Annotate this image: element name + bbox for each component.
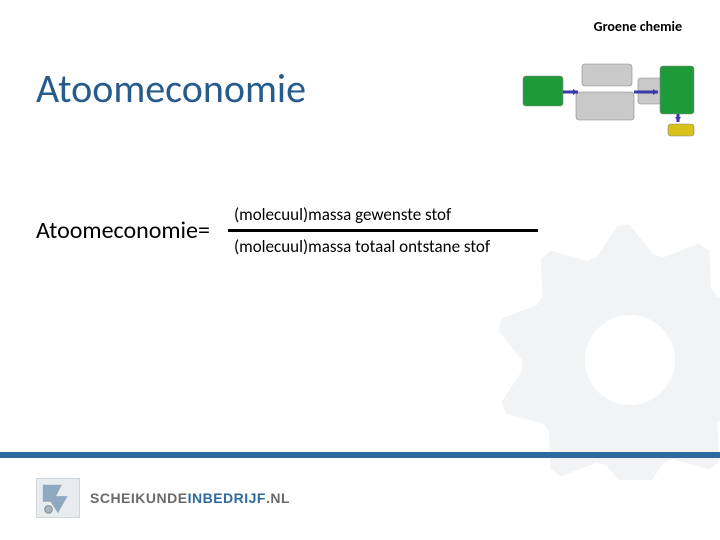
formula: Atoomeconomie= (molecuul)massa gewenste … bbox=[36, 200, 538, 261]
concept-diagram-thumbnail bbox=[518, 62, 696, 140]
slide-title: Atoomeconomie bbox=[36, 64, 306, 113]
fraction: (molecuul)massa gewenste stof (molecuul)… bbox=[228, 200, 538, 261]
header-label: Groene chemie bbox=[594, 18, 682, 35]
fraction-numerator: (molecuul)massa gewenste stof bbox=[228, 200, 457, 229]
logo-text-part-a: SCHEIKUNDE bbox=[90, 490, 188, 506]
gear-shape bbox=[498, 225, 720, 480]
slide: Groene chemie Atoomeconomie Atoomeconomi… bbox=[0, 0, 720, 540]
formula-label: Atoomeconomie= bbox=[36, 216, 210, 245]
logo-text-part-c: .NL bbox=[266, 490, 290, 506]
logo: SCHEIKUNDE INBEDRIJF .NL bbox=[36, 478, 290, 518]
logo-text: SCHEIKUNDE INBEDRIJF .NL bbox=[90, 490, 290, 506]
logo-text-part-b: INBEDRIJF bbox=[188, 490, 266, 506]
diagram-svg bbox=[518, 62, 696, 140]
logo-mark-icon bbox=[36, 478, 80, 518]
footer-accent-bar bbox=[0, 452, 720, 458]
fraction-denominator: (molecuul)massa totaal ontstane stof bbox=[228, 232, 496, 261]
